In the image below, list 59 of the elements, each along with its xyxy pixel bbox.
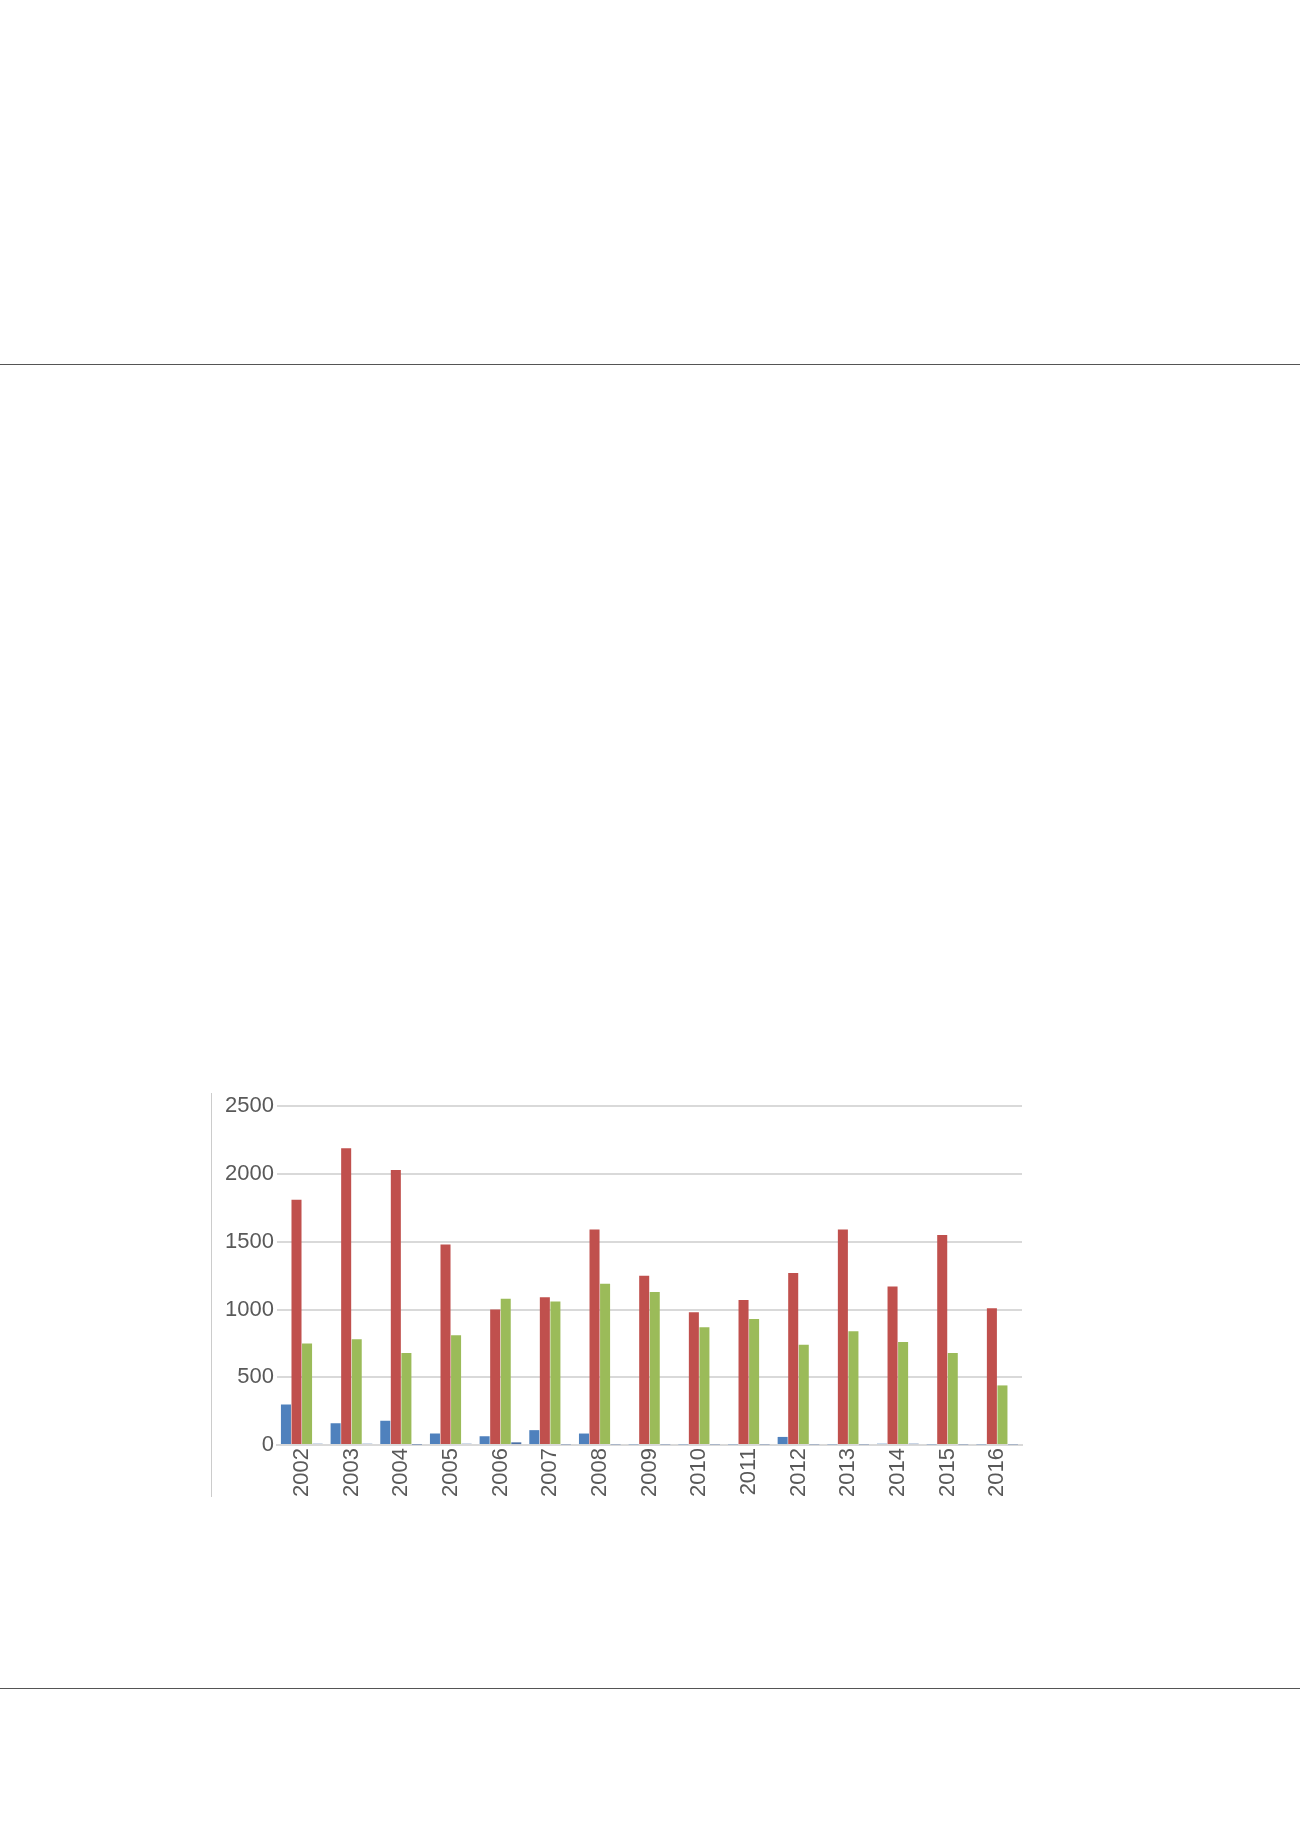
bar (649, 1291, 660, 1445)
bar (578, 1433, 589, 1445)
bar (529, 1430, 540, 1445)
bar (330, 1423, 341, 1445)
x-tick-label: 2008 (585, 1448, 611, 1498)
x-tick-label: 2010 (685, 1448, 711, 1498)
x-tick-label: 2007 (536, 1448, 562, 1498)
bar (380, 1420, 391, 1445)
bar (351, 1339, 362, 1445)
x-tick-label: 2004 (387, 1448, 413, 1498)
bar (997, 1385, 1008, 1445)
bar (479, 1436, 490, 1445)
bar (600, 1283, 611, 1445)
x-tick-label: 2006 (486, 1448, 512, 1498)
y-tick-label: 0 (261, 1431, 274, 1457)
bar (837, 1229, 848, 1445)
y-tick-label: 1500 (224, 1227, 274, 1253)
bar (848, 1331, 859, 1445)
x-tick-label: 2015 (933, 1448, 959, 1498)
y-tick-label: 2500 (224, 1092, 274, 1118)
bar (986, 1308, 997, 1445)
bar (749, 1319, 760, 1445)
bar (451, 1335, 462, 1445)
bar (798, 1344, 809, 1445)
x-tick-label: 2014 (883, 1448, 909, 1498)
x-tick-label: 2005 (436, 1448, 462, 1498)
bar (440, 1244, 451, 1445)
x-tick-label: 2011 (734, 1448, 760, 1496)
bar (291, 1199, 302, 1445)
bar (500, 1298, 511, 1445)
x-tick-label: 2012 (784, 1448, 810, 1498)
bar (688, 1312, 699, 1445)
bar (947, 1352, 958, 1445)
bar (490, 1309, 501, 1445)
bar (788, 1272, 799, 1445)
bar (887, 1286, 898, 1445)
bar (401, 1352, 412, 1445)
y-tick-label: 1000 (224, 1295, 274, 1321)
y-tick-label: 2000 (224, 1160, 274, 1186)
bar (390, 1169, 401, 1445)
bar (302, 1343, 313, 1445)
bar (539, 1297, 550, 1445)
bar (738, 1300, 749, 1445)
bar (550, 1301, 561, 1445)
x-tick-label: 2002 (287, 1448, 313, 1498)
x-tick-label: 2009 (635, 1448, 661, 1498)
bar (777, 1436, 788, 1445)
bar (937, 1234, 948, 1445)
bar (898, 1342, 909, 1445)
bar (589, 1229, 600, 1445)
bar (639, 1275, 650, 1445)
bar (699, 1327, 710, 1445)
bar (280, 1404, 291, 1445)
x-tick-label: 2003 (337, 1448, 363, 1498)
x-tick-label: 2013 (834, 1448, 860, 1498)
y-tick-label: 500 (237, 1363, 274, 1389)
x-tick-label: 2016 (983, 1448, 1009, 1498)
bar (429, 1433, 440, 1445)
bar (341, 1148, 352, 1445)
